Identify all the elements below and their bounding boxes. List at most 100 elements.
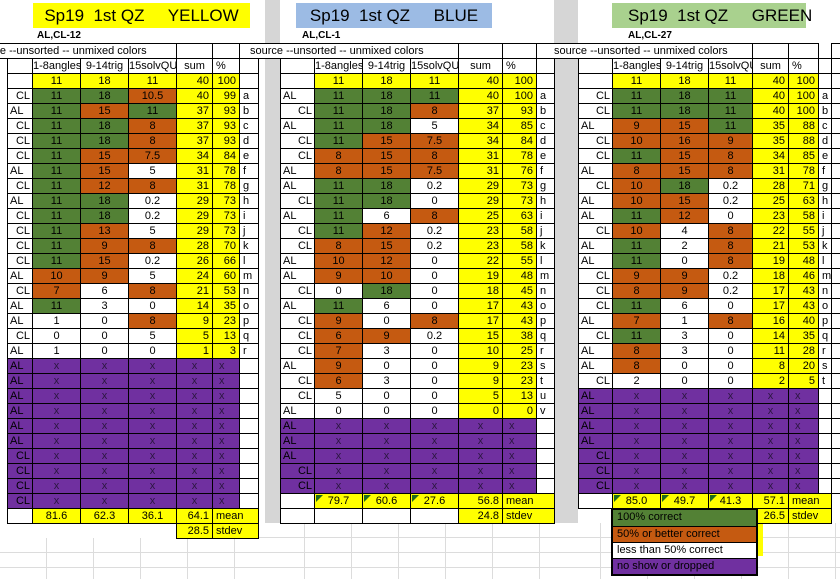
block-blue-sum-cell[interactable]: 34 <box>458 118 503 134</box>
block-green-row-label[interactable]: CL <box>578 268 613 284</box>
block-blue-letter-empty[interactable] <box>536 433 555 449</box>
block-yellow-sum-cell[interactable]: 29 <box>176 193 213 209</box>
block-blue-row-letter[interactable]: t <box>536 373 555 389</box>
block-yellow-row-letter[interactable]: b <box>239 103 259 119</box>
block-green-source-empty-cell[interactable] <box>788 43 819 59</box>
block-blue-noshow-cell[interactable]: x <box>502 418 537 434</box>
block-blue-noshow-cell[interactable]: x <box>314 418 363 434</box>
block-blue-stdev-empty[interactable] <box>314 508 363 524</box>
block-green-row-label[interactable]: AL <box>578 118 613 134</box>
block-green-score-cell[interactable]: 9 <box>660 283 709 299</box>
block-blue-score-cell[interactable]: 12 <box>362 253 411 269</box>
block-blue-sum-cell[interactable]: 17 <box>458 298 503 314</box>
block-blue-noshow-cell[interactable]: x <box>362 418 411 434</box>
block-yellow-noshow-label[interactable]: AL <box>7 373 33 389</box>
block-blue-row-label[interactable]: CL <box>280 133 315 149</box>
block-yellow-letter-empty[interactable] <box>239 358 259 374</box>
block-green-score-cell[interactable]: 9 <box>612 268 661 284</box>
block-yellow-noshow-cell[interactable]: x <box>32 433 81 449</box>
block-yellow-sum-cell[interactable]: 37 <box>176 103 213 119</box>
block-blue-score-cell[interactable]: 12 <box>362 223 411 239</box>
block-green-score-cell[interactable]: 11 <box>612 238 661 254</box>
block-blue-row-label[interactable]: AL <box>280 253 315 269</box>
block-blue-max-score[interactable]: 18 <box>362 73 411 89</box>
block-yellow-pct-cell[interactable]: 93 <box>212 103 240 119</box>
block-yellow-pct-cell[interactable]: 78 <box>212 163 240 179</box>
block-yellow-score-cell[interactable]: 8 <box>128 238 177 254</box>
block-yellow-score-cell[interactable]: 9 <box>80 268 129 284</box>
block-blue-row-label[interactable]: AL <box>280 298 315 314</box>
block-blue-row-letter[interactable]: q <box>536 328 555 344</box>
block-green-sum-cell[interactable]: 17 <box>752 298 789 314</box>
block-blue-stdev-empty[interactable] <box>280 508 315 524</box>
block-blue-score-cell[interactable]: 6 <box>362 208 411 224</box>
block-yellow-pct-cell[interactable]: 3 <box>212 343 240 359</box>
block-green-pct-cell[interactable]: 43 <box>788 298 819 314</box>
block-green-score-cell[interactable]: 8 <box>612 283 661 299</box>
block-yellow-noshow-cell[interactable]: x <box>128 373 177 389</box>
block-green-letter-empty[interactable] <box>818 73 832 89</box>
block-yellow-row-label[interactable]: CL <box>7 118 33 134</box>
block-blue-pct-cell[interactable]: 45 <box>502 283 537 299</box>
block-green-row-letter[interactable]: o <box>818 298 832 314</box>
block-yellow-noshow-cell[interactable]: x <box>176 448 213 464</box>
block-blue-sum-cell[interactable]: 0 <box>458 403 503 419</box>
block-green-source-empty-cell[interactable] <box>752 43 789 59</box>
block-yellow-column-header-pct[interactable]: % <box>212 58 240 74</box>
block-green-mean-label[interactable]: mean <box>788 493 832 509</box>
block-yellow-pct-cell[interactable]: 35 <box>212 298 240 314</box>
block-blue-row-label[interactable]: AL <box>280 358 315 374</box>
block-blue-letter-empty[interactable] <box>536 463 555 479</box>
block-green-edge-empty-cell[interactable] <box>831 373 840 389</box>
block-blue-row-label[interactable]: AL <box>280 268 315 284</box>
block-blue-pct-cell[interactable]: 93 <box>502 103 537 119</box>
block-blue-noshow-cell[interactable]: x <box>314 433 363 449</box>
block-blue-pct-cell[interactable]: 25 <box>502 343 537 359</box>
block-green-row-label[interactable]: AL <box>578 253 613 269</box>
block-blue-score-cell[interactable]: 0 <box>314 403 363 419</box>
block-green-max-empty[interactable] <box>578 73 613 89</box>
block-green-noshow-cell[interactable]: x <box>752 418 789 434</box>
block-yellow-score-cell[interactable]: 0 <box>128 343 177 359</box>
block-blue-mean-score[interactable]: 27.6 <box>410 493 459 509</box>
block-blue-noshow-cell[interactable]: x <box>314 448 363 464</box>
block-green-row-label[interactable]: AL <box>578 208 613 224</box>
block-yellow-score-cell[interactable]: 5 <box>128 328 177 344</box>
block-green-noshow-cell[interactable]: x <box>708 418 753 434</box>
block-blue-row-label[interactable]: AL <box>280 208 315 224</box>
block-yellow-row-letter[interactable]: c <box>239 118 259 134</box>
block-blue-source-empty-cell[interactable] <box>458 43 503 59</box>
block-blue-score-cell[interactable]: 0 <box>362 403 411 419</box>
block-yellow-noshow-cell[interactable]: x <box>80 463 129 479</box>
block-yellow-score-cell[interactable]: 1 <box>32 343 81 359</box>
block-yellow-noshow-cell[interactable]: x <box>176 388 213 404</box>
block-blue-stdev-value[interactable]: 24.8 <box>458 508 503 524</box>
block-blue-column-header-sum[interactable]: sum <box>458 58 503 74</box>
block-yellow-pct-cell[interactable]: 13 <box>212 328 240 344</box>
block-yellow-row-label[interactable]: AL <box>7 163 33 179</box>
block-green-edge-empty-cell[interactable] <box>831 343 840 359</box>
block-green-edge-empty-cell[interactable] <box>831 223 840 239</box>
block-yellow-noshow-cell[interactable]: x <box>212 478 240 494</box>
block-yellow-noshow-cell[interactable]: x <box>128 433 177 449</box>
block-green-row-label[interactable]: AL <box>578 163 613 179</box>
legend-item-50-or-better[interactable]: 50% or better correct <box>613 526 756 542</box>
block-yellow-noshow-cell[interactable]: x <box>128 358 177 374</box>
block-blue-pct-cell[interactable]: 73 <box>502 193 537 209</box>
block-yellow-score-cell[interactable]: 5 <box>128 163 177 179</box>
block-green-sum-cell[interactable]: 34 <box>752 148 789 164</box>
block-blue-sum-cell[interactable]: 23 <box>458 238 503 254</box>
block-yellow-score-cell[interactable]: 8 <box>128 133 177 149</box>
block-green-score-cell[interactable]: 0.2 <box>708 268 753 284</box>
block-yellow-row-label[interactable]: CL <box>7 178 33 194</box>
block-yellow-title[interactable]: Sp19 1st QZ YELLOW <box>33 3 250 28</box>
block-blue-row-label[interactable]: CL <box>280 223 315 239</box>
block-green-noshow-cell[interactable]: x <box>752 433 789 449</box>
block-green-score-cell[interactable]: 0.2 <box>708 178 753 194</box>
block-green-letter-empty[interactable] <box>818 448 832 464</box>
block-blue-sum-cell[interactable]: 25 <box>458 208 503 224</box>
block-blue-score-cell[interactable]: 9 <box>314 268 363 284</box>
block-yellow-row-letter[interactable]: k <box>239 238 259 254</box>
block-yellow-score-cell[interactable]: 18 <box>80 118 129 134</box>
block-green-sum-cell[interactable]: 19 <box>752 253 789 269</box>
